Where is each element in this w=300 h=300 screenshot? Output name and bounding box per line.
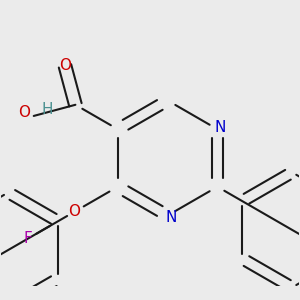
Text: O: O: [68, 204, 80, 219]
Text: N: N: [215, 120, 226, 135]
Text: N: N: [165, 210, 176, 225]
Text: F: F: [24, 231, 32, 246]
Text: O: O: [59, 58, 71, 74]
Text: H: H: [42, 102, 53, 117]
Text: O: O: [19, 105, 31, 120]
